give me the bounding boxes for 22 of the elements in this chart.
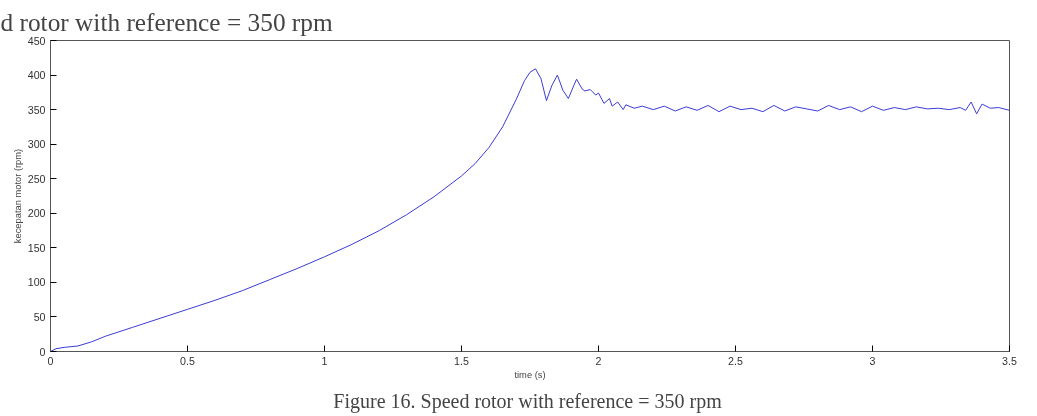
x-tick-label: 3.5 <box>1002 354 1017 367</box>
y-tick-label: 200 <box>27 207 46 220</box>
x-tick-label: 0.5 <box>180 354 195 367</box>
x-tick-label: 0 <box>47 354 54 367</box>
y-tick-label: 250 <box>27 172 46 185</box>
x-tick-label: 1.5 <box>454 354 469 367</box>
text: d rotor with reference = 350 rpm <box>0 7 333 36</box>
caption: Figure 16. Speed rotor with reference = 350 rpm <box>333 389 723 413</box>
y-tick-label: 400 <box>27 69 46 82</box>
y-axis-title: kecepatan motor (rpm) <box>12 148 23 244</box>
x-axis-title: time (s) <box>514 369 546 380</box>
y-tick-label: 300 <box>27 138 46 151</box>
y-tick-label: 450 <box>27 34 46 47</box>
y-tick-label: 150 <box>27 241 46 254</box>
y-tick-label: 0 <box>39 345 46 358</box>
x-tick-label: 1 <box>321 354 328 367</box>
x-tick-label: 2 <box>595 354 602 367</box>
x-tick-label: 3 <box>869 354 876 367</box>
x-tick-label: 2.5 <box>728 354 743 367</box>
y-tick-label: 50 <box>33 310 46 323</box>
y-tick-label: 100 <box>27 276 46 289</box>
y-tick-label: 350 <box>27 103 46 116</box>
